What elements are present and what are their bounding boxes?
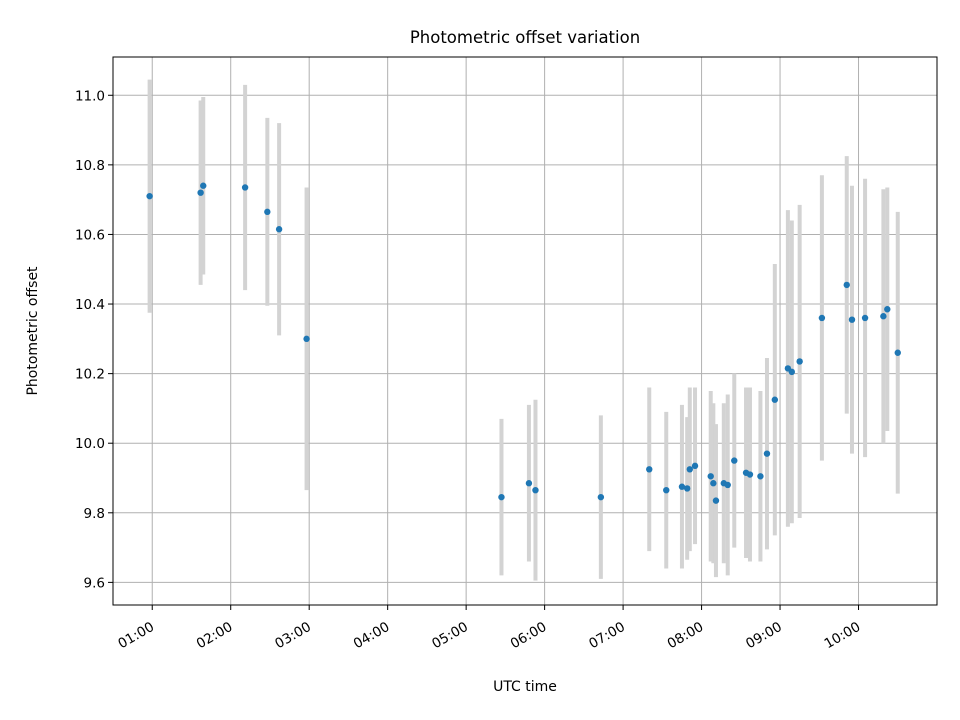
data-point <box>746 471 754 478</box>
y-tick-label: 10.8 <box>75 158 105 174</box>
data-point <box>861 314 869 322</box>
chart-title: Photometric offset variation <box>410 28 640 47</box>
y-tick-label: 9.8 <box>84 506 105 522</box>
x-tick-label: 04:00 <box>351 619 393 652</box>
x-tick-label: 07:00 <box>586 619 628 652</box>
data-point <box>683 485 691 492</box>
data-point <box>663 486 670 494</box>
data-point <box>707 473 714 480</box>
data-point <box>843 281 850 289</box>
data-point <box>691 462 699 470</box>
data-point <box>848 316 856 323</box>
data-point <box>710 480 717 487</box>
data-point <box>724 481 731 489</box>
plot-frame <box>112 56 938 606</box>
data-point <box>763 450 771 457</box>
x-tick-label: 06:00 <box>508 619 550 652</box>
y-tick-label: 10.4 <box>75 297 105 313</box>
y-tick-label: 10.0 <box>75 436 105 452</box>
data-point <box>532 486 539 494</box>
y-tick-label: 10.2 <box>75 367 105 383</box>
data-point <box>771 396 779 403</box>
data-point <box>146 192 153 200</box>
data-point <box>264 208 271 216</box>
data-point <box>894 349 901 356</box>
data-point <box>275 226 283 233</box>
data-point <box>303 335 310 343</box>
y-tick-label: 11.0 <box>75 88 105 104</box>
data-point <box>525 480 533 487</box>
data-point <box>597 493 605 501</box>
data-point <box>796 358 803 365</box>
x-tick-label: 03:00 <box>272 619 314 652</box>
data-point <box>646 466 653 473</box>
data-point <box>678 483 686 490</box>
data-point <box>200 182 207 189</box>
x-tick-label: 08:00 <box>665 619 707 652</box>
data-points <box>146 182 901 504</box>
grid-lines <box>113 57 937 605</box>
data-point <box>757 473 764 480</box>
y-axis-label: Photometric offset <box>25 266 41 396</box>
data-point <box>498 493 505 501</box>
data-point <box>197 189 204 196</box>
data-point <box>884 306 891 313</box>
y-tick-label: 9.6 <box>84 575 105 591</box>
data-point <box>241 184 249 191</box>
x-tick-label: 01:00 <box>115 619 157 652</box>
x-tick-label: 02:00 <box>194 619 236 652</box>
axis-ticks: 01:00 02:00 03:00 04:00 05:00 06:00 07:00 08:00… <box>75 88 863 652</box>
error-bars <box>147 79 900 581</box>
data-point <box>731 457 738 464</box>
data-point <box>712 497 720 504</box>
x-tick-label: 05:00 <box>429 619 471 652</box>
data-point <box>880 313 887 320</box>
x-tick-label: 09:00 <box>743 619 785 652</box>
data-point <box>686 466 693 473</box>
data-point <box>788 368 796 376</box>
x-axis-label: UTC time <box>493 679 557 695</box>
y-tick-label: 10.6 <box>75 227 105 243</box>
data-point <box>818 314 826 322</box>
x-tick-label: 10:00 <box>822 619 864 652</box>
